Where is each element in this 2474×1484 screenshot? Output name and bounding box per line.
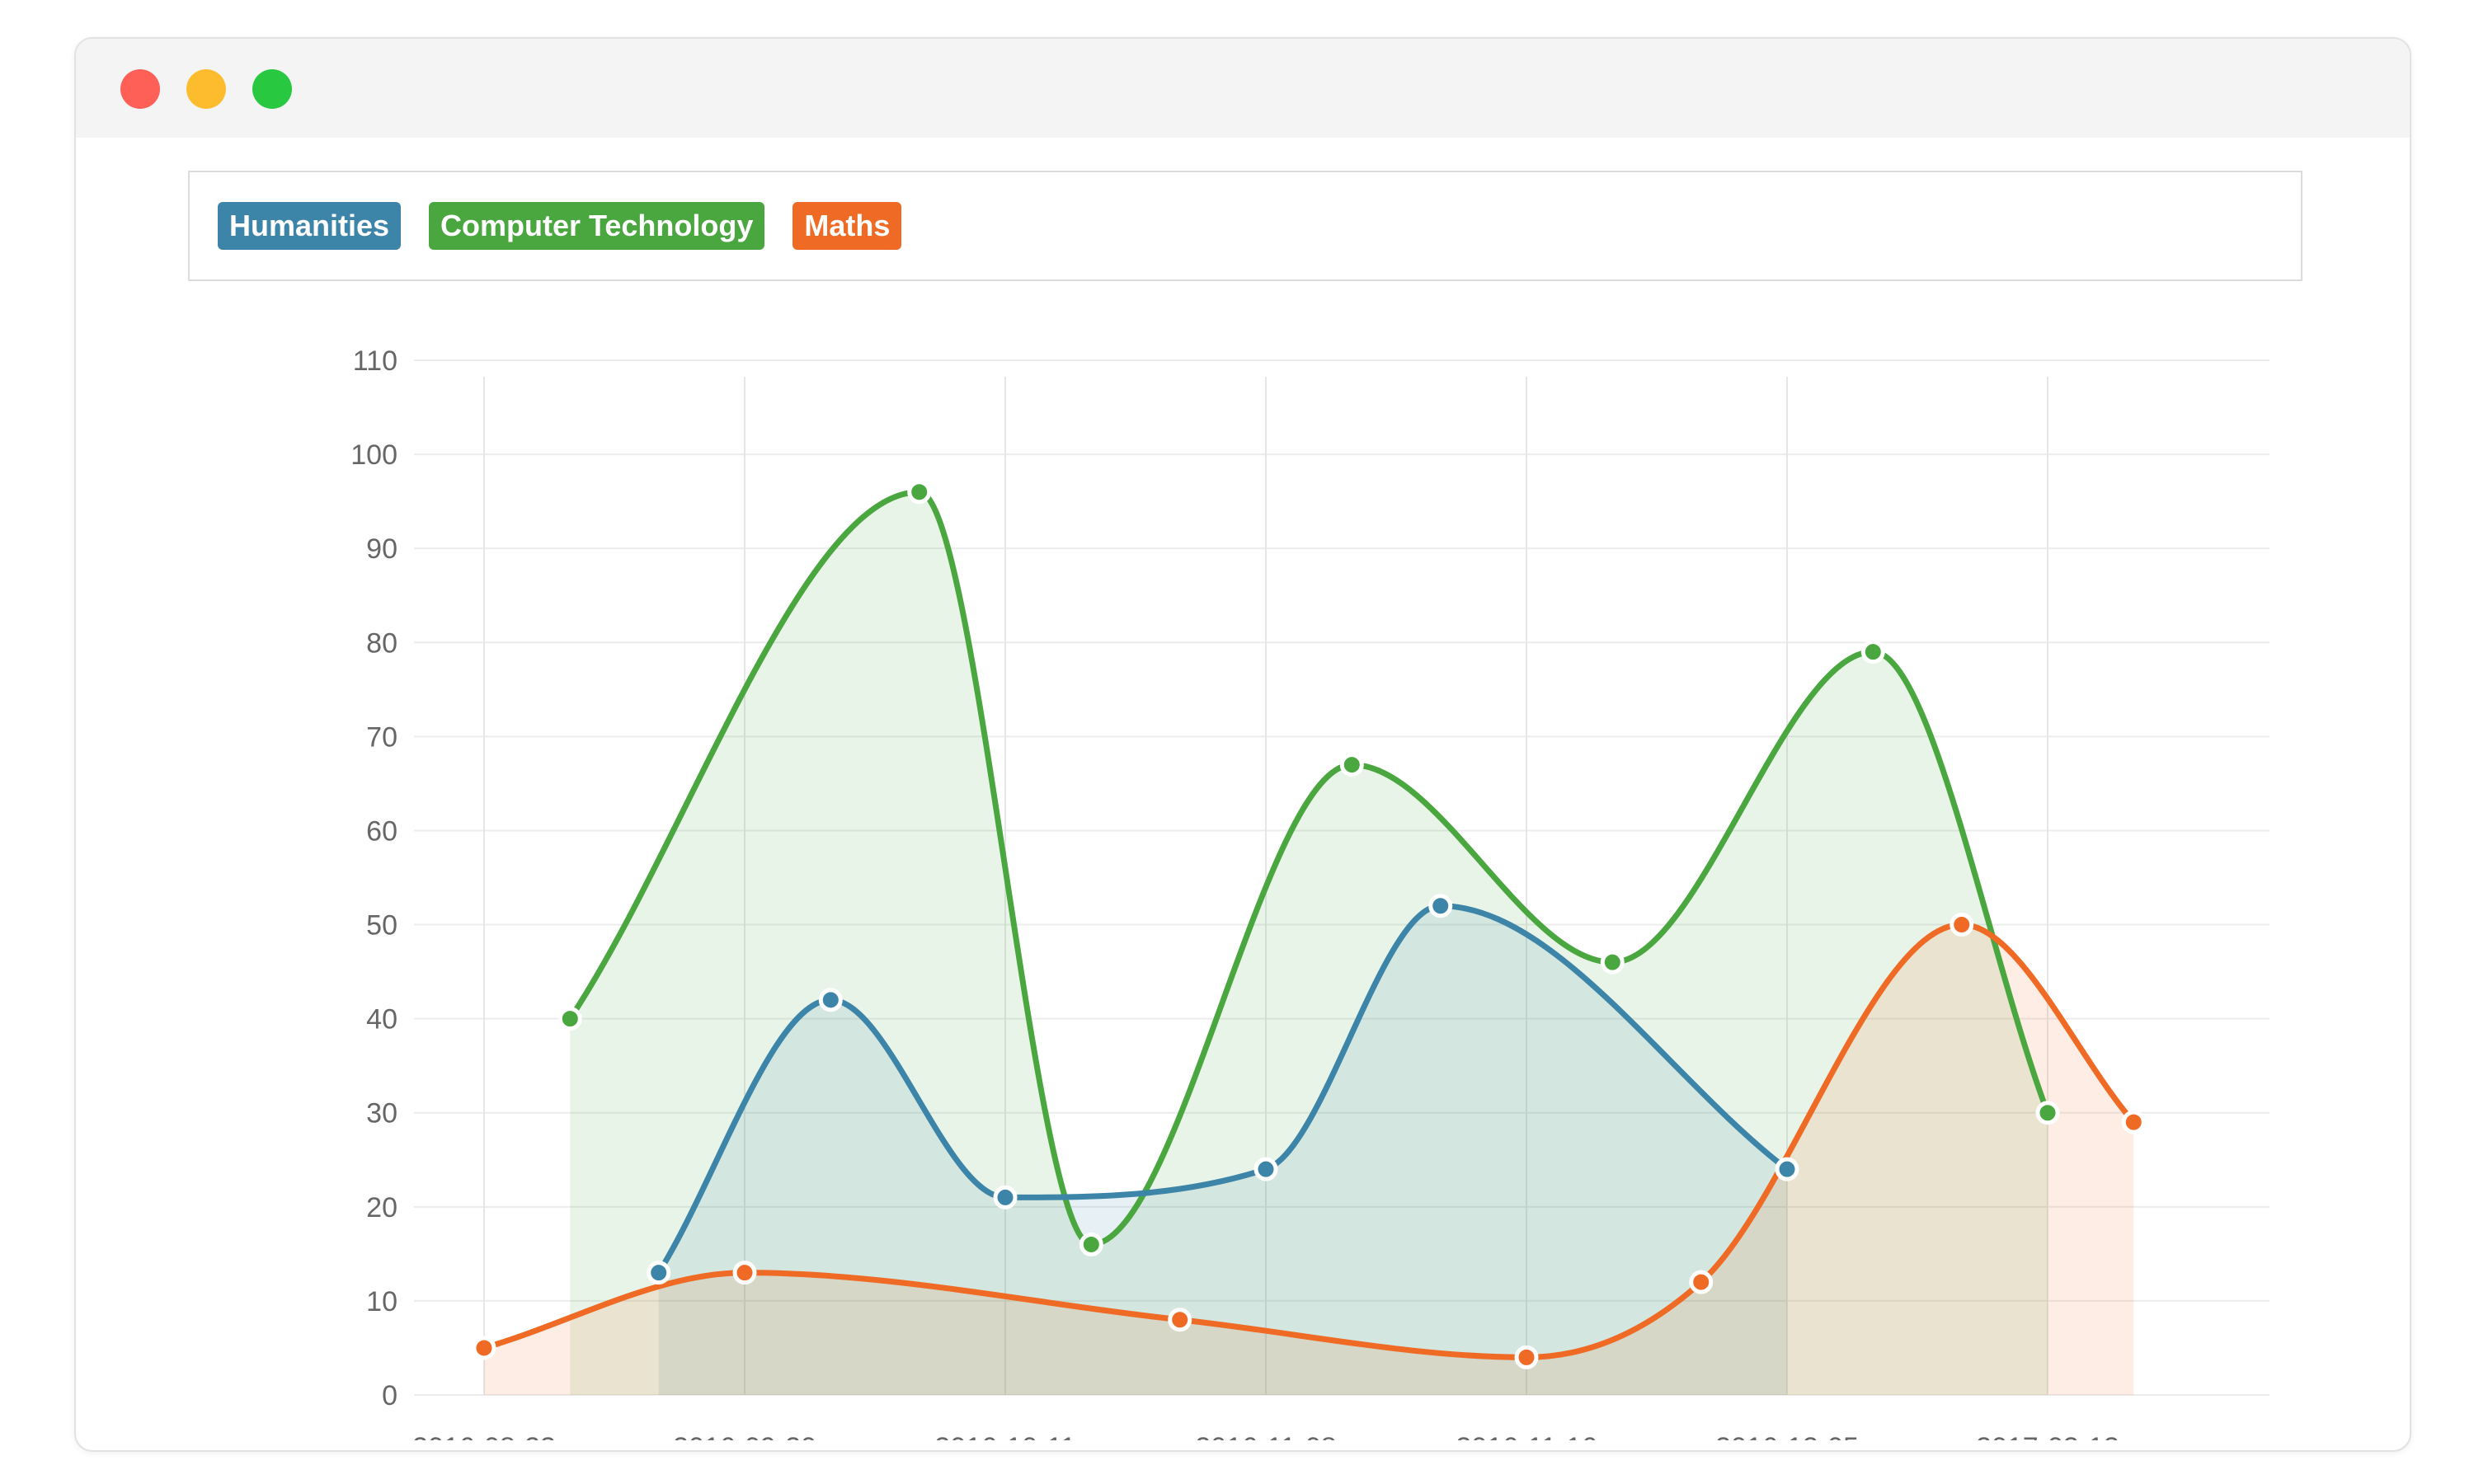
- point-layer: [472, 480, 2146, 1369]
- data-point-computer-technology[interactable]: [907, 480, 932, 505]
- y-tick-label: 70: [366, 721, 397, 753]
- x-tick-label: 2016-08-23: [412, 1432, 556, 1440]
- y-tick-label: 90: [366, 533, 397, 565]
- legend-panel: Humanities Computer Technology Maths: [188, 171, 2302, 281]
- series-line-humanities: [656, 903, 1790, 1276]
- data-point-humanities[interactable]: [1253, 1157, 1278, 1181]
- y-tick-label: 110: [353, 345, 397, 377]
- data-point-computer-technology[interactable]: [557, 1007, 582, 1031]
- data-point-humanities[interactable]: [1428, 894, 1453, 918]
- maximize-window-button[interactable]: [252, 69, 292, 109]
- area-layer: [484, 491, 2134, 1395]
- data-point-computer-technology[interactable]: [1860, 640, 1885, 665]
- data-point-computer-technology[interactable]: [1079, 1232, 1103, 1256]
- data-point-humanities[interactable]: [647, 1261, 671, 1285]
- x-tick-label: 2017-03-13: [1976, 1432, 2119, 1440]
- data-point-maths[interactable]: [1689, 1270, 1714, 1294]
- axis-layer: 0 10 20 30 40 50 60 70 80 90 100 110 2016-08-23 2016-…: [350, 345, 2119, 1440]
- area-line-chart: 0 10 20 30 40 50 60 70 80 90 100 110 2016-08-23 2016-…: [350, 345, 2269, 1440]
- chart-legend: Humanities Computer Technology Maths: [218, 202, 902, 250]
- data-point-humanities[interactable]: [818, 988, 843, 1012]
- x-tick-label: 2016-11-08: [1195, 1432, 1336, 1440]
- data-point-computer-technology[interactable]: [2035, 1101, 2060, 1125]
- x-tick-label: 2016-09-20: [673, 1432, 816, 1440]
- y-tick-label: 100: [350, 439, 397, 471]
- data-point-humanities[interactable]: [1775, 1157, 1799, 1181]
- data-point-maths[interactable]: [1168, 1308, 1192, 1332]
- series-area-humanities: [658, 905, 1787, 1395]
- x-tick-label: 2016-11-16: [1456, 1432, 1597, 1440]
- data-point-maths[interactable]: [1950, 913, 1974, 937]
- y-tick-label: 0: [382, 1380, 397, 1411]
- browser-window: Humanities Computer Technology Maths 0 10…: [74, 37, 2411, 1452]
- legend-item-computer-technology[interactable]: Computer Technology: [429, 202, 765, 250]
- data-point-computer-technology[interactable]: [1600, 950, 1625, 974]
- x-tick-label: 2016-10-11: [934, 1432, 1075, 1440]
- y-tick-label: 20: [366, 1192, 397, 1223]
- y-tick-label: 80: [366, 627, 397, 659]
- series-area-maths: [484, 924, 2134, 1395]
- minimize-window-button[interactable]: [186, 69, 226, 109]
- data-point-maths[interactable]: [732, 1261, 757, 1285]
- data-point-humanities[interactable]: [993, 1185, 1018, 1209]
- data-point-maths[interactable]: [1514, 1345, 1539, 1369]
- y-tick-label: 10: [366, 1286, 397, 1317]
- grid-layer: [414, 359, 2269, 1396]
- y-tick-label: 60: [366, 815, 397, 847]
- y-tick-label: 50: [366, 910, 397, 942]
- legend-item-humanities[interactable]: Humanities: [218, 202, 402, 250]
- y-tick-label: 40: [366, 1004, 397, 1036]
- data-point-maths[interactable]: [472, 1336, 496, 1360]
- close-window-button[interactable]: [120, 69, 160, 109]
- window-titlebar: [76, 39, 2410, 138]
- data-point-computer-technology[interactable]: [1339, 753, 1364, 777]
- legend-item-maths[interactable]: Maths: [793, 202, 902, 250]
- y-tick-label: 30: [366, 1098, 397, 1129]
- data-point-maths[interactable]: [2121, 1110, 2146, 1134]
- series-area-computer-technology: [570, 491, 2048, 1395]
- x-tick-label: 2016-12-05: [1715, 1432, 1859, 1440]
